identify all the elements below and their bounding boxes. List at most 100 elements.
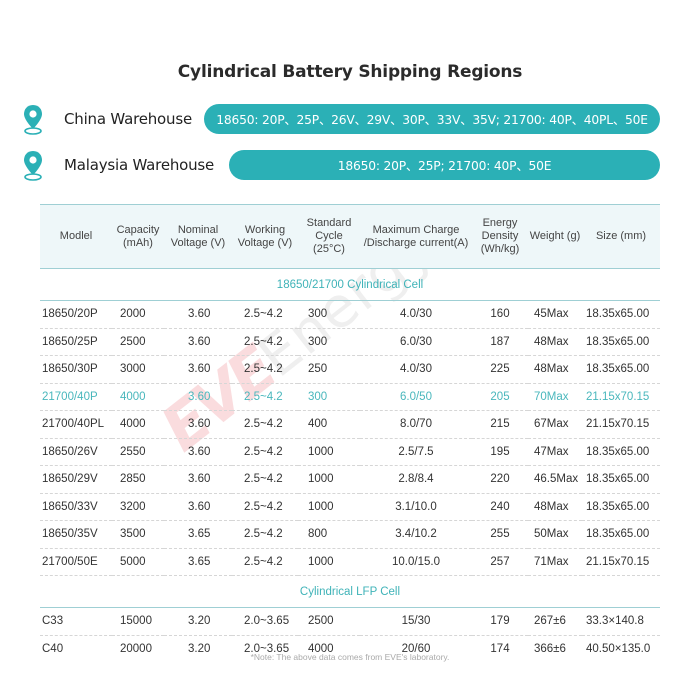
table-cell: 45Max [528,300,582,329]
table-row: 21700/50E 5000 3.65 2.5~4.2 1000 10.0/15.0 257… [40,548,660,576]
table-cell: 18650/25P [40,328,112,356]
table-cell: 2850 [112,465,164,494]
table-cell: 400 [298,410,360,439]
table-cell: 195 [472,438,528,466]
table-cell: 18650/30P [40,355,112,384]
table-cell: 20000 [120,642,152,655]
table-row: 18650/20P 2000 3.60 2.5~4.2 300 4.0/30 160 45Ma… [40,300,660,329]
table-cell: 2.5~4.2 [232,520,298,549]
table-row: 18650/33V 3200 3.60 2.5~4.2 1000 3.1/10.0 240 4… [40,493,660,521]
table-cell: 40.50×135.0 [586,642,651,655]
table-cell: 3.60 [164,410,232,439]
section-title: 18650/21700 Cylindrical Cell [40,268,660,301]
warehouse-malaysia: Malaysia Warehouse [22,149,215,181]
table-row: 18650/30P 3000 3.60 2.5~4.2 250 4.0/30 225 48Ma… [40,355,660,384]
table-cell: C33 [40,607,112,636]
table-cell: 255 [472,520,528,549]
table-cell: 2.5/7.5 [360,438,472,466]
table-cell: 3500 [112,520,164,549]
table-cell: 205 [472,383,528,411]
footnote: *Note: The above data comes from EVE's l… [250,652,450,662]
table-cell: 2550 [112,438,164,466]
table-cell: 18650/29V [40,465,112,494]
table-cell: 3.20 [188,642,211,655]
table-cell: 2.5~4.2 [232,410,298,439]
table-cell: 300 [298,328,360,356]
table-cell: 18.35x65.00 [582,300,660,329]
table-cell: 6.0/30 [360,328,472,356]
section-header: Cylindrical LFP Cell [40,575,660,608]
table-cell: 18.35x65.00 [582,355,660,384]
table-cell: 300 [298,300,360,329]
warehouse-label: China Warehouse [64,110,192,128]
table-cell: 3.20 [164,607,232,636]
table-row: 18650/35V 3500 3.65 2.5~4.2 800 3.4/10.2 255 50… [40,520,660,549]
spec-table: Modlel Capacity (mAh) Nominal Voltage (V… [40,204,660,662]
table-cell: 18650/20P [40,300,112,329]
table-cell: 70Max [528,383,582,411]
location-pin-icon [22,103,44,135]
table-cell: 187 [472,328,528,356]
table-cell: 240 [472,493,528,521]
table-cell: 267±6 [528,607,582,636]
table-cell: 3.60 [164,438,232,466]
table-cell: 3000 [112,355,164,384]
table-cell: 2.0~3.65 [244,642,290,655]
table-cell: 3.60 [164,493,232,521]
table-cell: 3.60 [164,383,232,411]
table-cell: 47Max [528,438,582,466]
table-cell: 179 [472,607,528,636]
table-cell: 225 [472,355,528,384]
col-header-weight: Weight (g) [528,204,582,269]
location-pin-icon [22,149,44,181]
warehouse-china: China Warehouse [22,103,192,135]
table-cell: 21.15x70.15 [582,410,660,439]
table-cell: 48Max [528,355,582,384]
table-cell: 2500 [298,607,360,636]
table-cell: 800 [298,520,360,549]
table-cell: 2.5~4.2 [232,328,298,356]
table-cell: 46.5Max [528,465,582,494]
table-cell: 18650/26V [40,438,112,466]
table-cell: 48Max [528,493,582,521]
table-cell: 10.0/15.0 [360,548,472,576]
col-header-model: Modlel [40,204,112,269]
table-cell: 18.35x65.00 [582,520,660,549]
table-cell: 4000 [112,410,164,439]
table-cell: 2.5~4.2 [232,300,298,329]
table-cell: 2.8/8.4 [360,465,472,494]
table-cell: 48Max [528,328,582,356]
warehouse-label: Malaysia Warehouse [64,156,215,174]
table-cell: 4.0/30 [360,355,472,384]
table-cell: 18650/35V [40,520,112,549]
table-cell: 4000 [308,642,334,655]
table-cell: 160 [472,300,528,329]
china-models-pill: 18650: 20P、25P、26V、29V、30P、33V、35V; 2170… [204,104,660,134]
table-cell: 1000 [298,465,360,494]
table-cell: 3.60 [164,300,232,329]
section-header: 18650/21700 Cylindrical Cell [40,268,660,301]
table-row: C40 20000 3.20 2.0~3.65 4000 20/60 174 366±6 40.… [40,635,660,662]
table-cell: 3.1/10.0 [360,493,472,521]
table-cell: 257 [472,548,528,576]
table-header-row: Modlel Capacity (mAh) Nominal Voltage (V… [40,204,660,269]
table-cell: 21.15x70.15 [582,548,660,576]
table-cell: 2.5~4.2 [232,355,298,384]
col-header-size: Size (mm) [582,204,660,269]
col-header-energy-density: Energy Density (Wh/kg) [472,204,528,269]
table-cell: 15000 [112,607,164,636]
table-cell: 21700/40PL [40,410,112,439]
table-cell: 18.35x65.00 [582,328,660,356]
table-cell: 18.35x65.00 [582,493,660,521]
table-cell: 2.5~4.2 [232,493,298,521]
col-header-nominal-voltage: Nominal Voltage (V) [164,204,232,269]
table-cell: 20/60 [401,642,431,655]
page-title: Cylindrical Battery Shipping Regions [177,62,523,82]
malaysia-models-pill: 18650: 20P、25P; 21700: 40P、50E [229,150,660,180]
table-cell: 8.0/70 [360,410,472,439]
table-cell: 6.0/50 [360,383,472,411]
table-cell: 174 [490,642,510,655]
table-cell: 2500 [112,328,164,356]
table-row: 18650/25P 2500 3.60 2.5~4.2 300 6.0/30 187 48Ma… [40,328,660,356]
table-row: 21700/40P 4000 3.60 2.5~4.2 300 6.0/50 205 70Ma… [40,383,660,411]
